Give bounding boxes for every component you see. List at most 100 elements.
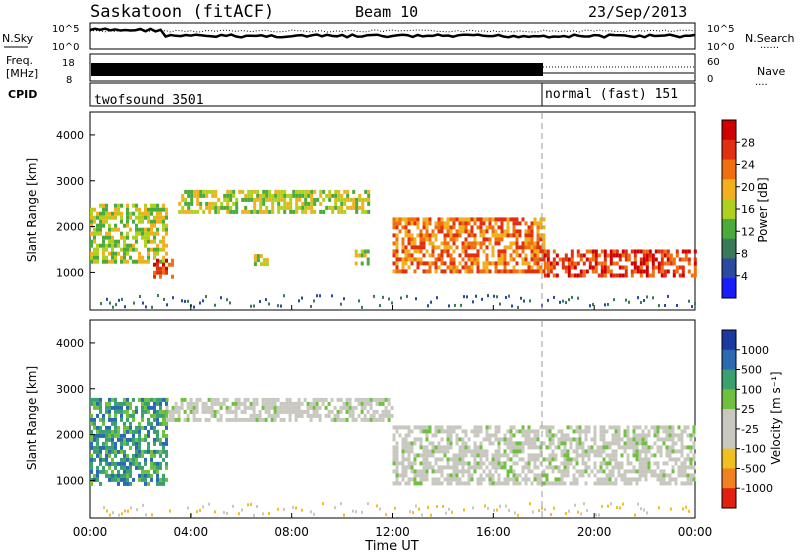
heat-cell xyxy=(289,197,293,202)
heat-cell xyxy=(584,461,588,466)
heat-cell xyxy=(461,241,465,246)
heat-cell xyxy=(253,201,257,206)
colorbar-frame xyxy=(721,329,737,509)
heat-cell xyxy=(126,235,129,240)
heat-cell xyxy=(530,257,534,262)
heat-cell xyxy=(413,221,417,226)
heat-cell xyxy=(476,425,480,430)
heat-cell xyxy=(555,253,559,258)
heat-cell xyxy=(683,429,687,434)
heat-cell xyxy=(404,433,408,438)
heat-cell xyxy=(328,193,332,198)
heat-cell xyxy=(117,409,120,414)
heat-cell xyxy=(90,239,93,244)
heat-cell xyxy=(476,253,480,258)
heat-cell xyxy=(407,233,411,238)
heat-cell xyxy=(425,269,429,274)
heat-cell xyxy=(542,257,546,262)
heat-cell xyxy=(309,401,313,406)
heat-cell xyxy=(515,477,519,482)
heat-cell xyxy=(123,259,126,264)
heat-cell xyxy=(387,397,391,402)
heat-cell xyxy=(643,299,645,303)
heat-cell xyxy=(309,413,313,418)
heat-cell xyxy=(689,473,693,478)
heat-cell xyxy=(636,249,640,254)
heat-cell xyxy=(404,249,408,254)
heat-cell xyxy=(626,429,630,434)
heat-cell xyxy=(446,437,450,442)
heat-cell xyxy=(144,259,147,264)
heat-cell xyxy=(352,509,354,513)
heat-cell xyxy=(672,273,676,278)
heat-cell xyxy=(476,481,480,486)
heat-cell xyxy=(660,249,664,254)
heat-cell xyxy=(551,469,555,474)
heat-cell xyxy=(129,247,132,252)
heat-cell xyxy=(660,269,664,274)
heat-cell xyxy=(162,235,165,240)
heat-cell xyxy=(617,433,621,438)
heat-cell xyxy=(428,233,432,238)
heat-cell xyxy=(138,425,141,430)
heat-cell xyxy=(297,397,301,402)
heat-cell xyxy=(434,429,438,434)
heat-cell xyxy=(262,197,266,202)
heat-cell xyxy=(129,421,132,426)
heat-cell xyxy=(497,257,501,262)
heat-cell xyxy=(591,253,595,258)
heat-cell xyxy=(401,457,405,462)
heat-cell xyxy=(99,219,102,224)
heat-cell xyxy=(410,465,414,470)
heat-cell xyxy=(576,253,580,258)
heat-cell xyxy=(294,401,298,406)
heat-cell xyxy=(147,259,150,264)
heat-cell xyxy=(503,437,507,442)
heat-cell xyxy=(527,261,531,266)
heat-cell xyxy=(183,397,187,402)
heat-cell xyxy=(656,465,660,470)
heat-cell xyxy=(464,449,468,454)
heat-cell xyxy=(500,229,504,234)
heat-cell xyxy=(243,405,247,410)
heat-cell xyxy=(509,477,513,482)
heat-cell xyxy=(126,251,129,256)
heat-cell xyxy=(102,239,105,244)
heat-cell xyxy=(470,253,474,258)
heat-cell xyxy=(548,461,552,466)
heat-cell xyxy=(363,413,367,418)
heat-cell xyxy=(666,257,670,262)
heat-cell xyxy=(569,441,573,446)
heat-cell xyxy=(357,413,361,418)
heat-cell xyxy=(90,461,93,466)
heat-cell xyxy=(295,189,299,194)
colorbar-tick-label: 16 xyxy=(741,203,755,216)
heat-cell xyxy=(123,239,126,244)
heat-cell xyxy=(105,453,108,458)
heat-cell xyxy=(244,197,248,202)
heat-cell xyxy=(247,209,251,214)
heat-cell xyxy=(96,437,99,442)
heat-cell xyxy=(452,429,456,434)
heat-cell xyxy=(298,299,300,303)
heat-cell xyxy=(451,510,453,514)
heat-cell xyxy=(120,255,123,260)
heat-cell xyxy=(204,401,208,406)
xtick-label: 04:00 xyxy=(174,525,209,539)
heat-cell xyxy=(352,201,356,206)
heat-cell xyxy=(565,512,567,516)
heat-cell xyxy=(355,205,359,210)
heat-cell xyxy=(115,303,117,307)
heat-cell xyxy=(102,247,105,252)
heat-cell xyxy=(96,477,99,482)
colorbar-tick-label: 8 xyxy=(741,248,748,261)
noise-panel: N.Sky 10^5 10^0 10^5 10^0 N.Search .....… xyxy=(2,22,795,53)
heat-cell xyxy=(361,510,363,514)
heat-cell xyxy=(422,453,426,458)
heat-cell xyxy=(536,237,540,242)
heat-cell xyxy=(216,401,220,406)
heat-cell xyxy=(506,469,510,474)
heat-cell xyxy=(472,300,474,304)
heat-cell xyxy=(675,253,679,258)
